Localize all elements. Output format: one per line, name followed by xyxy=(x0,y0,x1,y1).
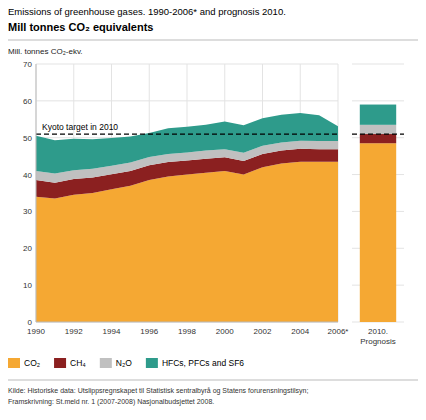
grid-line xyxy=(352,100,404,101)
grid-line xyxy=(36,322,338,323)
grid-line xyxy=(36,64,37,322)
bar xyxy=(360,105,396,125)
annotation: Kyoto target in 2010 xyxy=(42,122,118,132)
x-tick-label: 1994 xyxy=(103,327,121,336)
grid-line xyxy=(352,64,404,65)
legend: CO₂ CH₄ N₂O HFCs, PFCs and SF6 xyxy=(8,358,244,368)
y-axis xyxy=(36,64,37,322)
x-tick-label: 2000 xyxy=(216,327,234,336)
title: Emissions of greenhouse gases. 1990-2006… xyxy=(8,6,286,17)
subtitle: Mill tonnes CO₂ equivalents xyxy=(8,21,153,33)
y-axis-label: Mill. tonnes CO₂-ekv. xyxy=(8,47,83,56)
chart: Emissions of greenhouse gases. 1990-2006… xyxy=(0,0,426,420)
source: Framskrivning: St.meld nr. 1 (2007-2008)… xyxy=(8,398,214,406)
bar xyxy=(360,143,396,322)
rule xyxy=(8,380,418,381)
x-tick-label: 1992 xyxy=(65,327,83,336)
grid xyxy=(36,64,404,322)
reference-lines xyxy=(36,134,338,135)
rule xyxy=(8,40,418,41)
y-tick-label: 50 xyxy=(23,134,32,143)
x-tick-label: 1990 xyxy=(27,327,45,336)
y-tick-label: 0 xyxy=(28,318,33,327)
bar xyxy=(360,125,396,134)
y-tick-label: 40 xyxy=(23,171,32,180)
legend-swatch xyxy=(146,358,158,368)
area xyxy=(36,113,338,173)
legend-label: CH₄ xyxy=(70,358,86,368)
bars xyxy=(360,105,396,322)
x-tick-label: 2010.Prognosis xyxy=(360,327,396,346)
legend-label: N₂O xyxy=(116,358,132,368)
reference-lines xyxy=(352,134,404,135)
y-tick-label: 10 xyxy=(23,281,32,290)
legend-swatch xyxy=(8,358,20,368)
y-tick-label: 70 xyxy=(23,60,32,69)
x-tick-label: 2002 xyxy=(254,327,272,336)
x-tick-label: 2006* xyxy=(328,327,349,336)
source: Kilde: Historiske data: Utslippsregnskap… xyxy=(8,387,308,395)
x-tick-label: 2004 xyxy=(291,327,309,336)
legend-label: CO₂ xyxy=(24,358,40,368)
reference-line xyxy=(36,133,338,134)
legend-swatch xyxy=(54,358,66,368)
x-tick-label-line: 2010. xyxy=(368,327,388,336)
x-axis xyxy=(36,322,338,323)
y-tick-label: 20 xyxy=(23,244,32,253)
legend-label: HFCs, PFCs and SF6 xyxy=(162,358,244,368)
legend-swatch xyxy=(100,358,112,368)
x-tick-label: 1998 xyxy=(178,327,196,336)
x-tick-label: 1996 xyxy=(140,327,158,336)
x-tick-label-line: Prognosis xyxy=(360,337,396,346)
reference-line xyxy=(352,133,404,134)
bar xyxy=(360,134,396,143)
y-tick-label: 30 xyxy=(23,207,32,216)
y-tick-label: 60 xyxy=(23,97,32,106)
areas xyxy=(36,113,338,322)
